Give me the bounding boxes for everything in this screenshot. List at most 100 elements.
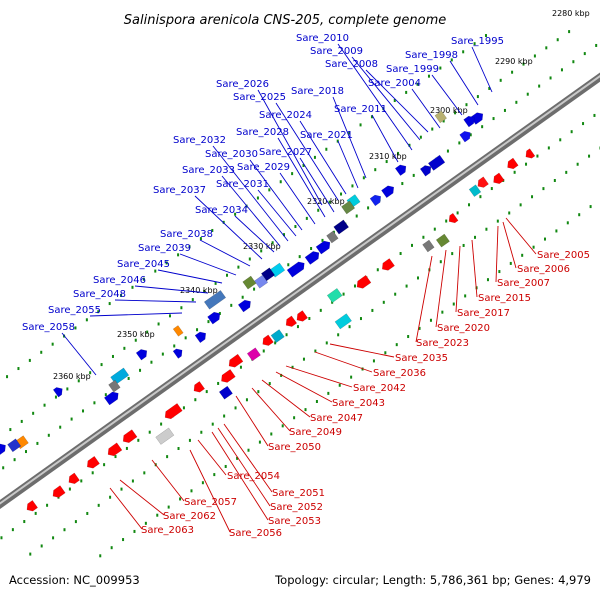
gene-label[interactable]: Sare_2048 [73,289,126,300]
gene-label[interactable]: Sare_2037 [153,185,206,196]
gene-label[interactable]: Sare_2049 [289,427,342,438]
gene-label[interactable]: Sare_2024 [259,110,312,121]
gene-feature[interactable] [422,239,435,253]
gene-feature[interactable] [155,427,175,445]
gene-feature[interactable] [194,330,208,344]
gene-label[interactable]: Sare_2053 [268,516,321,527]
gene-label[interactable]: Sare_2062 [163,511,216,522]
gene-feature[interactable] [135,347,149,361]
gene-label[interactable]: Sare_1999 [386,64,439,75]
gene-label[interactable]: Sare_1998 [405,50,458,61]
gene-feature[interactable] [334,313,352,330]
gene-feature[interactable] [207,310,223,325]
gene-label[interactable]: Sare_2007 [497,278,550,289]
gene-label[interactable]: Sare_2028 [236,127,289,138]
gene-label[interactable]: Sare_2036 [373,368,426,379]
gene-feature[interactable] [446,212,459,225]
gene-feature[interactable] [218,385,233,400]
gene-feature[interactable] [354,274,372,290]
gene-feature[interactable] [304,249,322,265]
gene-label[interactable]: Sare_2055 [48,305,101,316]
gene-feature[interactable] [0,442,8,455]
gene-feature[interactable] [104,390,121,406]
gene-label[interactable]: Sare_2015 [478,293,531,304]
gene-feature[interactable] [191,381,205,394]
gene-label[interactable]: Sare_2038 [160,229,213,240]
gene-label[interactable]: Sare_2004 [368,78,421,89]
gene-label[interactable]: Sare_2057 [184,497,237,508]
gene-feature[interactable] [419,163,433,177]
gene-feature[interactable] [394,163,408,176]
gene-label[interactable]: Sare_2033 [182,165,235,176]
gene-feature[interactable] [315,239,333,255]
gene-label[interactable]: Sare_2008 [325,59,378,70]
gene-feature[interactable] [85,455,100,470]
gene-label[interactable]: Sare_2011 [334,104,387,115]
gene-label[interactable]: Sare_2047 [310,413,363,424]
gene-feature[interactable] [463,114,477,128]
gene-label[interactable]: Sare_2046 [93,275,146,286]
gene-label[interactable]: Sare_2009 [310,46,363,57]
gene-feature[interactable] [108,379,121,393]
gene-label[interactable]: Sare_2058 [22,322,75,333]
gene-label[interactable]: Sare_1995 [451,36,504,47]
gene-label[interactable]: Sare_2025 [233,92,286,103]
gene-label[interactable]: Sare_2056 [229,528,282,539]
gene-feature[interactable] [66,472,80,486]
gene-label[interactable]: Sare_2039 [138,243,191,254]
gene-feature[interactable] [523,148,536,161]
gene-feature[interactable] [254,274,269,289]
gene-label[interactable]: Sare_2050 [268,442,321,453]
gene-feature[interactable] [120,429,138,445]
gene-label[interactable]: Sare_2035 [395,353,448,364]
gene-label[interactable]: Sare_2032 [173,135,226,146]
gene-feature[interactable] [24,500,38,513]
gene-label[interactable]: Sare_2023 [416,338,469,349]
gene-feature[interactable] [468,184,482,197]
gene-label[interactable]: Sare_2029 [237,162,290,173]
gene-feature[interactable] [162,403,183,421]
gene-feature[interactable] [294,310,308,324]
gene-feature[interactable] [435,233,450,248]
gene-feature[interactable] [369,193,383,207]
gene-feature[interactable] [434,110,447,124]
gene-label[interactable]: Sare_2021 [300,130,353,141]
gene-feature[interactable] [50,485,66,500]
gene-feature[interactable] [491,172,505,186]
gene-label[interactable]: Sare_2063 [141,525,194,536]
gene-feature[interactable] [172,325,184,337]
gene-feature[interactable] [219,369,236,384]
gene-feature[interactable] [380,258,395,272]
gene-feature[interactable] [270,329,285,343]
gene-label[interactable]: Sare_2042 [353,383,406,394]
gene-label[interactable]: Sare_2052 [270,502,323,513]
gene-feature[interactable] [326,288,343,303]
gene-label[interactable]: Sare_2054 [227,471,280,482]
gene-feature[interactable] [283,315,298,329]
gene-feature[interactable] [52,385,65,398]
gene-feature[interactable] [505,157,519,171]
gene-label[interactable]: Sare_2034 [195,205,248,216]
gene-feature[interactable] [260,334,274,348]
gene-label[interactable]: Sare_2051 [272,488,325,499]
gene-label[interactable]: Sare_2027 [259,147,312,158]
gene-feature[interactable] [237,298,253,313]
gene-feature[interactable] [333,219,349,235]
gene-feature[interactable] [381,183,396,199]
gene-feature[interactable] [341,200,356,215]
gene-label[interactable]: Sare_2018 [291,86,344,97]
gene-feature[interactable] [7,438,22,453]
gene-feature[interactable] [203,290,227,310]
gene-label[interactable]: Sare_2017 [457,308,510,319]
gene-feature[interactable] [286,260,307,278]
gene-feature[interactable] [105,442,123,458]
gene-label[interactable]: Sare_2045 [117,259,170,270]
gene-label[interactable]: Sare_2043 [332,398,385,409]
gene-label[interactable]: Sare_2026 [216,79,269,90]
gene-feature[interactable] [326,230,339,244]
gene-label[interactable]: Sare_2006 [517,264,570,275]
gene-feature[interactable] [242,275,257,290]
gene-feature[interactable] [475,176,489,190]
gene-feature[interactable] [226,353,244,369]
gene-feature[interactable] [172,347,185,359]
